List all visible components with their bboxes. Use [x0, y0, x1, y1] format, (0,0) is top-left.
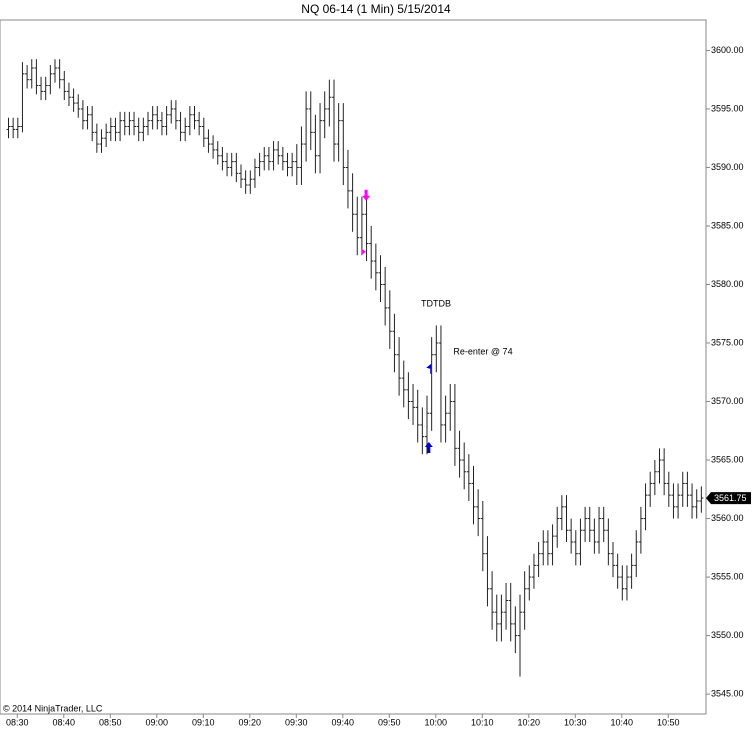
x-tick-label: 08:30 [6, 717, 29, 727]
signal-marker [362, 189, 371, 201]
y-tick-label: 3590.00 [711, 162, 744, 172]
signal-marker [424, 441, 433, 453]
y-tick-label: 3560.00 [711, 513, 744, 523]
annotation: TDTDB [421, 298, 451, 308]
x-tick-label: 09:40 [332, 717, 355, 727]
x-tick-label: 10:20 [518, 717, 541, 727]
x-tick-label: 09:10 [192, 717, 215, 727]
x-tick-label: 10:30 [564, 717, 587, 727]
y-tick-label: 3575.00 [711, 337, 744, 347]
y-tick-label: 3545.00 [711, 688, 744, 698]
y-tick-label: 3555.00 [711, 571, 744, 581]
annotation: Re-enter @ 74 [453, 346, 512, 356]
last-price-tag [706, 492, 751, 505]
x-tick-label: 09:50 [378, 717, 401, 727]
x-tick-label: 08:40 [53, 717, 76, 727]
y-tick-label: 3570.00 [711, 396, 744, 406]
plot-area [0, 19, 707, 715]
signal-marker [361, 248, 366, 255]
y-tick-label: 3595.00 [711, 103, 744, 113]
x-tick-label: 10:10 [471, 717, 494, 727]
x-tick-label: 10:00 [425, 717, 448, 727]
y-tick-label: 3565.00 [711, 454, 744, 464]
y-tick-label: 3600.00 [711, 45, 744, 55]
x-tick-label: 09:30 [285, 717, 308, 727]
x-tick-label: 09:20 [239, 717, 262, 727]
last-price-label: 3561.75 [714, 493, 747, 503]
y-tick-label: 3550.00 [711, 630, 744, 640]
x-tick-label: 10:50 [657, 717, 680, 727]
x-tick-label: 08:50 [99, 717, 122, 727]
y-tick-label: 3580.00 [711, 279, 744, 289]
y-tick-label: 3585.00 [711, 220, 744, 230]
signal-marker [426, 363, 432, 374]
x-tick-label: 10:40 [611, 717, 634, 727]
chart-title: NQ 06-14 (1 Min) 5/15/2014 [301, 2, 451, 16]
x-tick-label: 09:00 [146, 717, 169, 727]
copyright: © 2014 NinjaTrader, LLC [3, 703, 103, 713]
